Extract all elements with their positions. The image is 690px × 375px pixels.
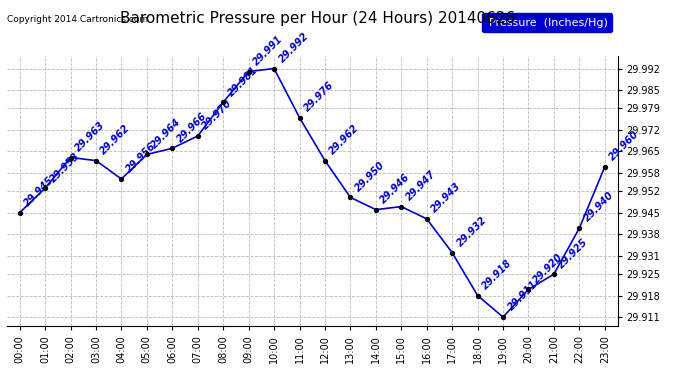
Point — [167, 145, 178, 151]
Text: Barometric Pressure per Hour (24 Hours) 20140626: Barometric Pressure per Hour (24 Hours) … — [120, 11, 515, 26]
Text: 29.963: 29.963 — [73, 120, 107, 153]
Point — [243, 69, 254, 75]
Point — [116, 176, 127, 182]
Text: 29.970: 29.970 — [201, 98, 234, 132]
Text: 29.966: 29.966 — [175, 111, 208, 144]
Point — [549, 271, 560, 277]
Text: 29.945: 29.945 — [22, 175, 56, 208]
Point — [14, 210, 25, 216]
Text: 29.964: 29.964 — [150, 117, 184, 150]
Text: 29.953: 29.953 — [48, 150, 81, 184]
Text: 29.946: 29.946 — [379, 172, 412, 206]
Text: Copyright 2014 Cartronics.com: Copyright 2014 Cartronics.com — [7, 15, 148, 24]
Text: 29.940: 29.940 — [582, 190, 615, 224]
Text: 29.925: 29.925 — [557, 236, 591, 270]
Text: 29.962: 29.962 — [328, 123, 362, 156]
Text: 29.981: 29.981 — [226, 64, 259, 98]
Text: 29.991: 29.991 — [251, 34, 285, 68]
Point — [193, 133, 204, 139]
Point — [600, 164, 611, 170]
Point — [574, 225, 585, 231]
Point — [446, 250, 457, 256]
Point — [39, 185, 50, 191]
Point — [294, 115, 305, 121]
Point — [523, 286, 534, 292]
Point — [421, 216, 432, 222]
Point — [319, 158, 331, 164]
Text: 29.976: 29.976 — [302, 80, 336, 114]
Point — [497, 314, 509, 320]
Point — [371, 207, 382, 213]
Point — [141, 152, 152, 157]
Point — [345, 194, 356, 200]
Point — [217, 99, 228, 105]
Point — [472, 292, 483, 298]
Point — [90, 158, 101, 164]
Text: 29.920: 29.920 — [531, 252, 565, 285]
Text: 29.962: 29.962 — [99, 123, 132, 156]
Text: 29.918: 29.918 — [480, 258, 514, 291]
Point — [268, 66, 279, 72]
Text: 29.943: 29.943 — [429, 181, 463, 215]
Text: 29.992: 29.992 — [277, 31, 310, 64]
Legend: Pressure  (Inches/Hg): Pressure (Inches/Hg) — [482, 13, 612, 32]
Text: 29.960: 29.960 — [608, 129, 641, 162]
Text: 29.947: 29.947 — [404, 169, 437, 202]
Point — [65, 154, 76, 160]
Text: 29.911: 29.911 — [506, 279, 540, 313]
Point — [396, 204, 407, 210]
Text: 29.950: 29.950 — [353, 160, 387, 193]
Text: 29.956: 29.956 — [124, 141, 158, 175]
Text: 29.932: 29.932 — [455, 215, 489, 249]
